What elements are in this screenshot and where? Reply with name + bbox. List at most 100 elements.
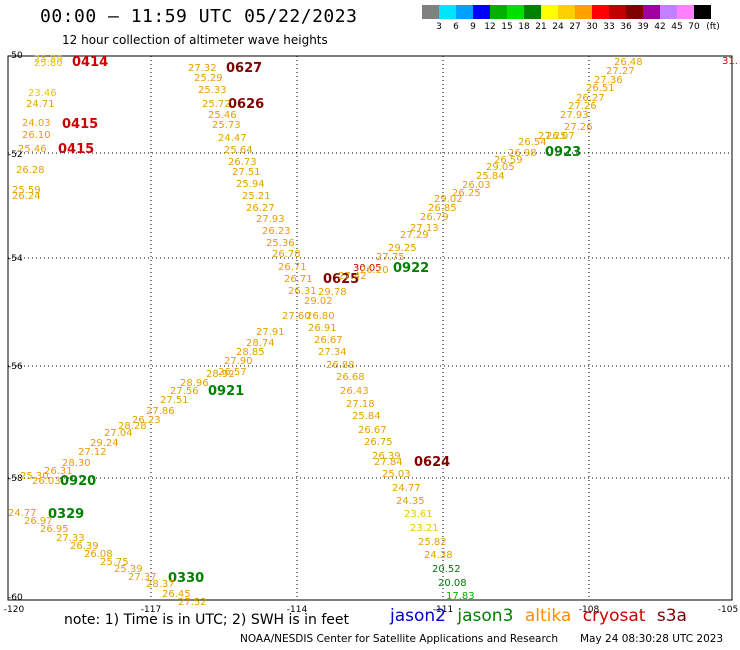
colorbar-tick-label: 42	[654, 22, 666, 32]
wave-height-label: 26.25	[452, 188, 481, 199]
colorbar-tick-label: 6	[453, 22, 459, 32]
longitude-label: -114	[287, 605, 308, 615]
track-time-label: 0625	[323, 272, 359, 287]
wave-height-label: 26.85	[428, 203, 457, 214]
latitude-label: -58	[8, 474, 23, 484]
wave-height-label: 23.46	[28, 88, 57, 99]
wave-height-label: 28.28	[118, 421, 147, 432]
wave-height-label: 27.29	[400, 230, 429, 241]
latitude-label: -50	[8, 51, 23, 61]
wave-height-label: 24.47	[218, 133, 247, 144]
wave-height-label: 26.28	[16, 165, 45, 176]
colorbar-tick-label: 24	[552, 22, 564, 32]
wave-height-label: 26.07	[546, 131, 575, 142]
wave-height-label: 23.61	[404, 509, 433, 520]
track-time-label: 0921	[208, 384, 244, 399]
latitude-label: -56	[8, 362, 23, 372]
colorbar-tick-label: 9	[470, 22, 476, 32]
colorbar-swatch	[677, 5, 694, 19]
colorbar-swatch	[592, 5, 609, 19]
colorbar-swatch	[524, 5, 541, 19]
wave-height-label: 20.08	[438, 578, 467, 589]
longitude-label: -111	[433, 605, 453, 615]
legend-jason2: jason2	[390, 606, 446, 626]
wave-height-label: 25.29	[194, 73, 223, 84]
wave-height-label: 26.78	[272, 249, 301, 260]
wave-height-label: 24.77	[8, 508, 37, 519]
wave-height-label: 27.04	[104, 428, 133, 439]
colorbar-swatch	[456, 5, 473, 19]
wave-height-label: 26.67	[314, 335, 343, 346]
wave-height-label: 27.12	[78, 447, 107, 458]
colorbar-swatch	[660, 5, 677, 19]
wave-height-label: 26.57	[218, 367, 247, 378]
wave-height-label: 25.84	[476, 171, 505, 182]
wave-height-label: 27.26	[568, 101, 597, 112]
wave-height-label: 26.31	[44, 466, 73, 477]
wave-height-label: 25.80	[34, 58, 63, 69]
track-time-label: 0923	[545, 145, 581, 160]
colorbar-swatch	[575, 5, 592, 19]
wave-height-label: 26.31	[288, 286, 317, 297]
wave-height-label: 20.52	[432, 564, 461, 575]
latitude-label: -54	[8, 254, 23, 264]
wave-height-label: 29.02	[434, 194, 463, 205]
wave-height-label: 28.37	[146, 579, 175, 590]
wave-height-label: 25.33	[198, 85, 227, 96]
wave-height-label: 27.91	[256, 327, 285, 338]
colorbar-swatch	[694, 5, 711, 19]
legend-jason3: jason3	[457, 606, 514, 626]
map-title: 00:00 – 11:59 UTC 05/22/2023	[40, 6, 358, 27]
timestamp-text: May 24 08:30:28 UTC 2023	[580, 633, 724, 645]
wave-height-label: 27.93	[256, 214, 285, 225]
track-time-label: 0414	[72, 55, 108, 70]
colorbar-swatch	[507, 5, 524, 19]
wave-height-label: 29.78	[318, 287, 347, 298]
wave-height-label: 26.10	[22, 130, 51, 141]
wave-height-label: 27.18	[346, 399, 375, 410]
map-frame	[7, 55, 733, 601]
satellite-legend: jason2 jason3 altika cryosat s3a	[390, 606, 693, 626]
colorbar-swatch	[439, 5, 456, 19]
wave-height-label: 26.71	[278, 262, 307, 273]
wave-height-label: 26.20	[360, 265, 389, 276]
wave-height-label: 26.98	[508, 148, 537, 159]
latitude-label: -60	[8, 593, 23, 603]
track-time-label: 0627	[226, 61, 262, 76]
wave-height-label: 26.03	[32, 476, 61, 487]
wave-height-label: 31.	[722, 56, 738, 67]
wave-height-label: 25.30	[20, 471, 49, 482]
colorbar-swatch	[643, 5, 660, 19]
wave-height-label: 25.84	[352, 411, 381, 422]
wave-height-label: 27.34	[318, 347, 347, 358]
colorbar-swatch	[626, 5, 643, 19]
wave-height-label: 26.03	[462, 180, 491, 191]
wave-height-label: 28.85	[236, 347, 265, 358]
wave-height-label: 29.05	[486, 162, 515, 173]
colorbar-tick-label: 15	[501, 22, 513, 32]
wave-height-label: 25.59	[12, 185, 41, 196]
wave-height-label: 25.75	[100, 557, 129, 568]
wave-height-label: 26.24	[12, 191, 41, 202]
wave-height-label: 26.97	[24, 516, 53, 527]
note-text: note: 1) Time is in UTC; 2) SWH is in fe…	[64, 612, 350, 628]
wave-height-label: 25.39	[114, 564, 143, 575]
wave-height-label: 27.26	[564, 122, 593, 133]
wave-height-label: 27.37	[128, 572, 157, 583]
wave-height-label: 27.36	[594, 75, 623, 86]
track-time-label: 0415	[58, 142, 94, 157]
wave-height-label: 26.71	[284, 274, 313, 285]
wave-height-label: 28.92	[206, 369, 235, 380]
wave-height-label: 25.89	[34, 54, 63, 65]
colorbar-swatch	[541, 5, 558, 19]
wave-height-label: 26.75	[364, 437, 393, 448]
track-time-label: 0920	[60, 474, 96, 489]
colorbar-swatch	[609, 5, 626, 19]
colorbar-tick-label: 27	[569, 22, 581, 32]
wave-height-label: 27.51	[232, 167, 261, 178]
credit-text: NOAA/NESDIS Center for Satellite Applica…	[240, 633, 558, 645]
track-time-label: 0624	[414, 455, 450, 470]
wave-height-label: 25.46	[208, 110, 237, 121]
wave-height-label: 26.68	[336, 372, 365, 383]
